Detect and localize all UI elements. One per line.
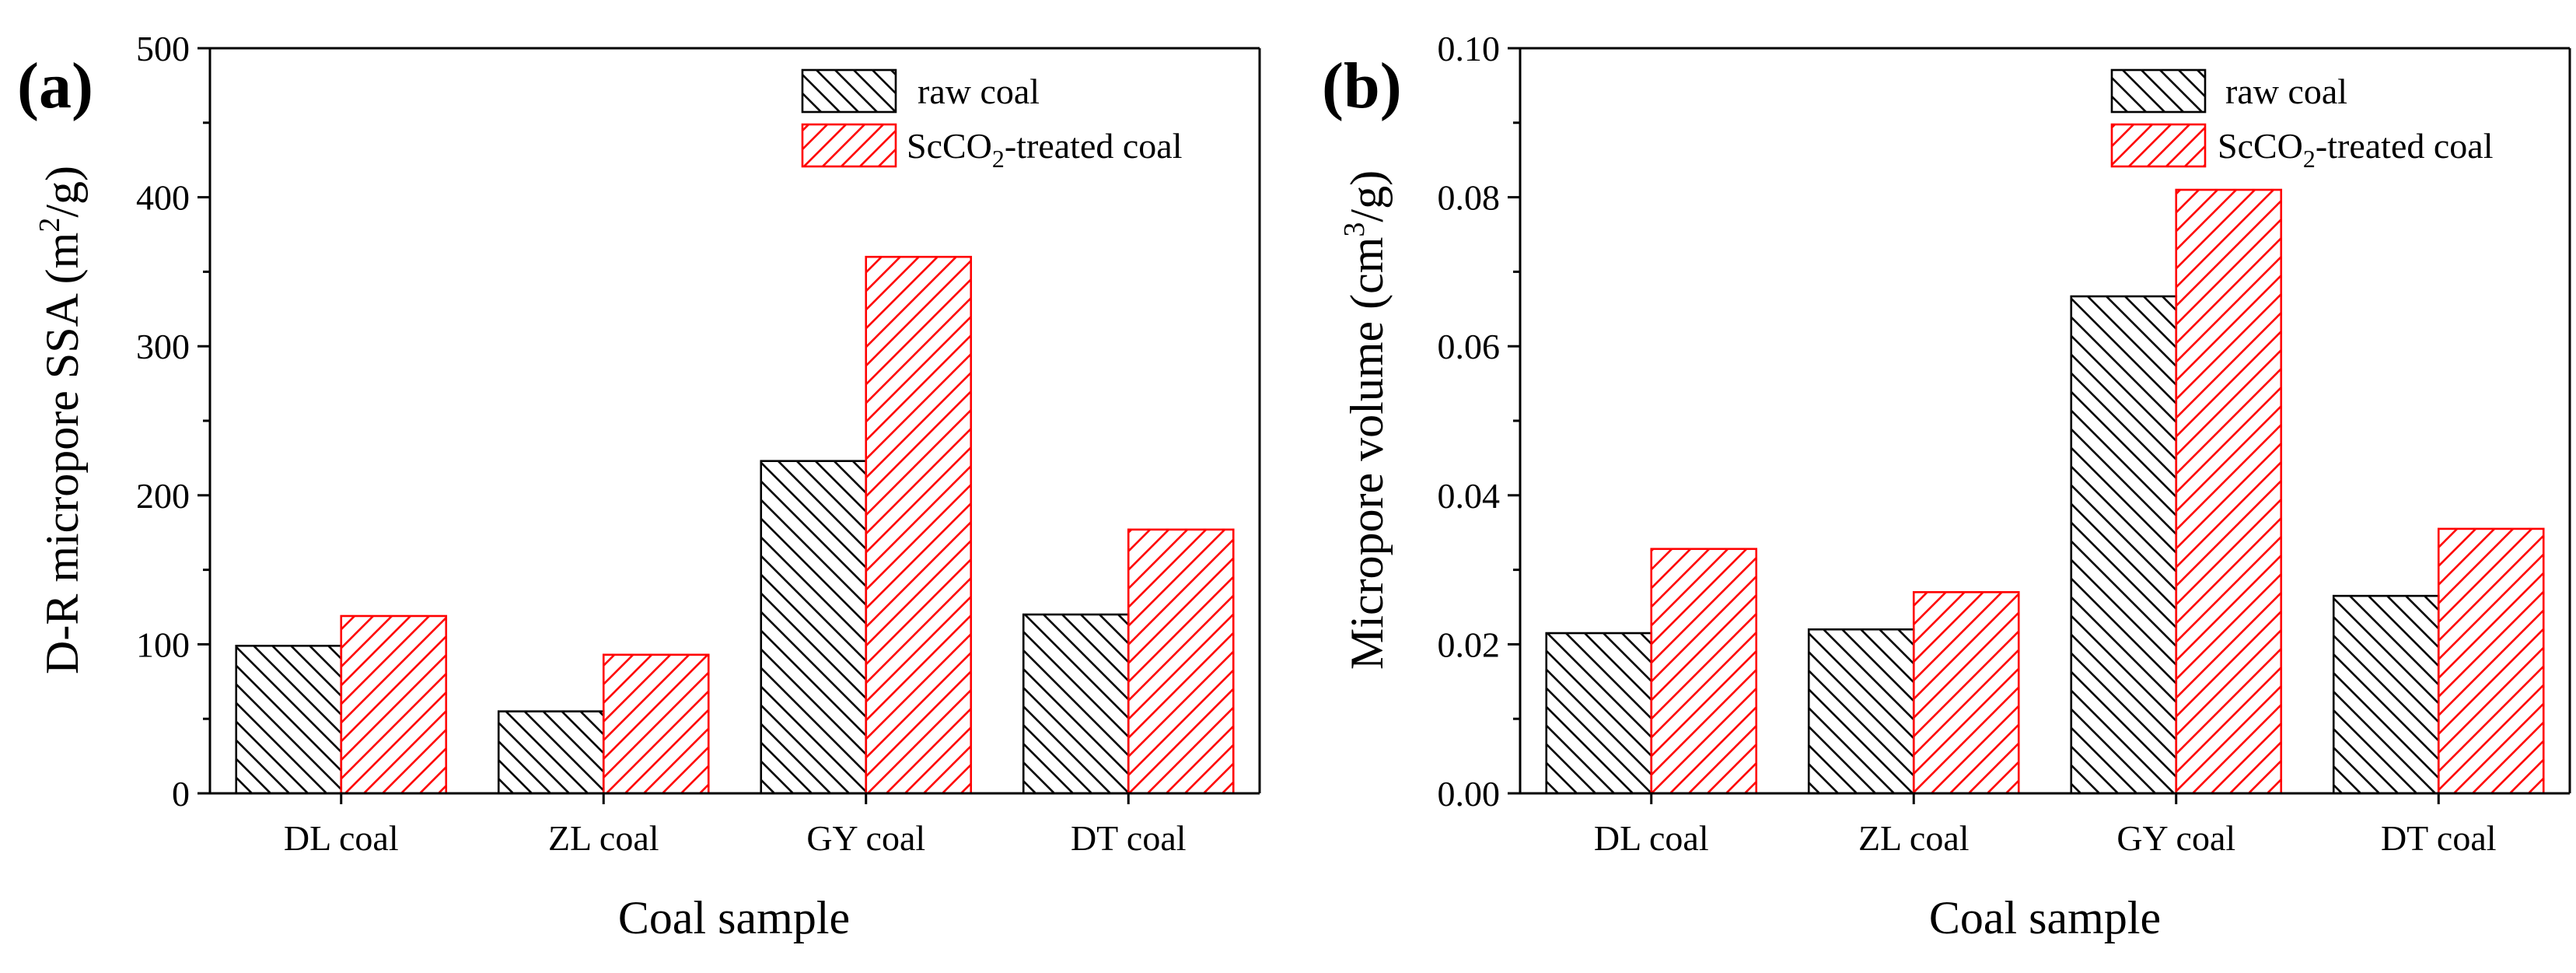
y-tick-label-a: 0 <box>172 774 190 814</box>
ticks-a <box>197 47 1130 804</box>
axes-frame-a <box>208 47 1261 795</box>
bar-treated-b <box>2175 188 2283 795</box>
category-label-a: DL coal <box>284 818 399 858</box>
category-label-b: DL coal <box>1594 818 1709 858</box>
y-tick-label-a: 400 <box>136 178 190 218</box>
y-axis-title-b-main: Micropore volume (cm <box>1341 237 1393 670</box>
y-axis-title-a-sup: 2 <box>33 218 66 233</box>
bar-raw-b <box>1545 632 1653 795</box>
bar-raw-b <box>1807 628 1915 795</box>
bar-treated-b <box>1912 591 2020 795</box>
legend-swatch-raw-b <box>2110 68 2207 114</box>
legend-label-treated-a-pre: ScCO <box>907 126 992 166</box>
y-tick-label-b: 0.10 <box>1438 29 1501 68</box>
bar-treated-a <box>340 614 448 795</box>
y-tick-labels-a: 0 100 200 300 400 500 <box>136 29 190 814</box>
axes-frame-b <box>1519 47 2571 795</box>
y-tick-label-a: 100 <box>136 625 190 664</box>
bar-raw-b <box>2332 594 2440 795</box>
legend-swatch-raw-a <box>801 68 897 114</box>
legend-label-treated-b: ScCO2-treated coal <box>2218 126 2493 173</box>
legend-a: raw coal ScCO2-treated coal <box>801 68 1182 173</box>
bar-raw-a <box>235 645 343 795</box>
y-tick-label-a: 200 <box>136 476 190 516</box>
x-axis-title-b: Coal sample <box>1929 892 2161 943</box>
y-tick-labels-b: 0.00 0.02 0.04 0.06 0.08 0.10 <box>1438 29 1501 814</box>
bar-treated-b <box>2437 527 2545 795</box>
bar-raw-b <box>2070 295 2178 795</box>
bars-b <box>1545 188 2545 795</box>
category-label-a: DT coal <box>1071 818 1187 858</box>
y-tick-label-b: 0.06 <box>1438 327 1501 366</box>
y-axis-title-a-tail: /g) <box>37 166 88 218</box>
chart-panel-b: (b) Micropore volume (cm3/g) 0.000.020.0… <box>1322 29 2571 943</box>
y-tick-label-b: 0.08 <box>1438 178 1501 218</box>
bar-treated-a <box>865 255 973 795</box>
bars-a <box>235 255 1235 795</box>
bar-raw-a <box>497 710 605 795</box>
bar-raw-a <box>1022 613 1130 795</box>
y-axis-title-a-main: D-R micropore SSA (m <box>37 233 88 674</box>
y-axis-title-b-tail: /g) <box>1341 170 1393 222</box>
bar-treated-a <box>1127 528 1235 795</box>
legend-label-raw-b: raw coal <box>2225 72 2347 111</box>
bar-treated-a <box>602 653 710 795</box>
category-labels-b: DL coal ZL coal GY coal DT coal <box>1594 818 2497 858</box>
y-tick-label-a: 300 <box>136 327 190 366</box>
y-tick-label-a: 500 <box>136 29 190 68</box>
legend-label-treated-a-sub: 2 <box>992 145 1005 173</box>
y-axis-title-b: Micropore volume (cm3/g) <box>1338 170 1393 670</box>
legend-label-raw-a: raw coal <box>918 72 1040 111</box>
category-label-a: ZL coal <box>548 818 659 858</box>
y-axis-title-a: D-R micropore SSA (m2/g) <box>33 166 88 674</box>
legend-label-treated-b-pre: ScCO <box>2218 126 2303 166</box>
y-axis-title-b-sup: 3 <box>1338 222 1371 237</box>
x-axis-title-a: Coal sample <box>618 892 850 943</box>
legend-b: raw coal ScCO2-treated coal <box>2110 68 2493 173</box>
bar-treated-b <box>1650 548 1758 795</box>
y-tick-label-b: 0.02 <box>1438 625 1501 664</box>
y-tick-label-b: 0.04 <box>1438 476 1501 516</box>
legend-label-treated-b-post: -treated coal <box>2316 126 2494 166</box>
legend-swatch-treated-a <box>801 123 897 168</box>
category-label-b: DT coal <box>2381 818 2497 858</box>
legend-swatch-treated-b <box>2110 123 2207 168</box>
chart-panel-a: (a) D-R micropore SSA (m2/g) 01002003004… <box>17 29 1261 943</box>
category-label-a: GY coal <box>806 818 925 858</box>
legend-label-treated-a-post: -treated coal <box>1005 126 1183 166</box>
panel-label-b: (b) <box>1322 50 1402 122</box>
category-label-b: GY coal <box>2116 818 2235 858</box>
bar-raw-a <box>760 460 868 795</box>
legend-label-treated-a: ScCO2-treated coal <box>907 126 1182 173</box>
y-tick-label-b: 0.00 <box>1438 774 1501 814</box>
legend-label-treated-b-sub: 2 <box>2303 145 2316 173</box>
category-label-b: ZL coal <box>1858 818 1970 858</box>
panel-label-a: (a) <box>17 50 93 122</box>
category-labels-a: DL coal ZL coal GY coal DT coal <box>284 818 1187 858</box>
